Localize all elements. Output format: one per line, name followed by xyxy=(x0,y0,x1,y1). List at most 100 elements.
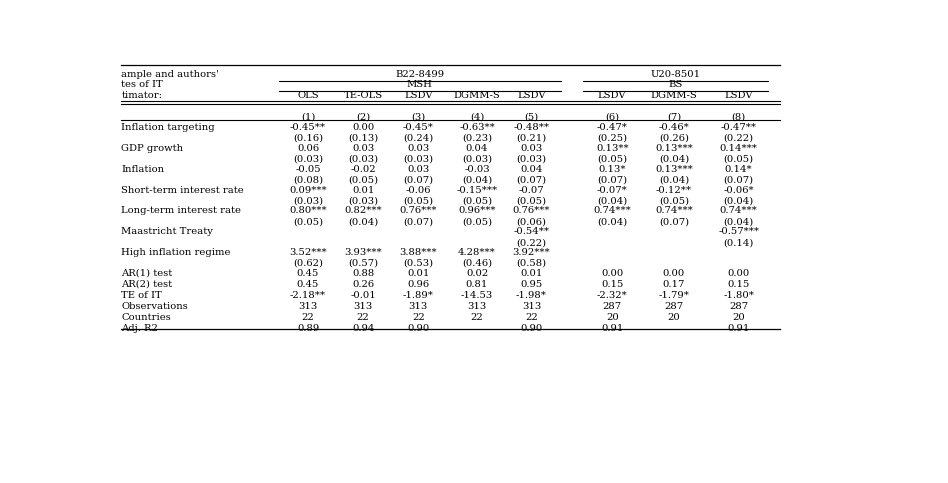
Text: -0.54**: -0.54** xyxy=(514,227,550,236)
Text: Observations: Observations xyxy=(121,302,189,311)
Text: BS: BS xyxy=(668,80,683,89)
Text: (0.03): (0.03) xyxy=(403,155,433,164)
Text: (0.04): (0.04) xyxy=(597,197,628,205)
Text: (0.57): (0.57) xyxy=(348,259,378,268)
Text: -2.18**: -2.18** xyxy=(290,291,326,300)
Text: Maastricht Treaty: Maastricht Treaty xyxy=(121,227,213,236)
Text: -0.15***: -0.15*** xyxy=(457,185,498,195)
Text: (0.03): (0.03) xyxy=(348,155,378,164)
Text: Inflation: Inflation xyxy=(121,165,165,174)
Text: -0.05: -0.05 xyxy=(295,165,320,174)
Text: (0.53): (0.53) xyxy=(403,259,433,268)
Text: 0.80***: 0.80*** xyxy=(289,206,327,215)
Text: (0.62): (0.62) xyxy=(293,259,323,268)
Text: (0.23): (0.23) xyxy=(462,134,492,143)
Text: 4.28***: 4.28*** xyxy=(458,248,496,257)
Text: 0.01: 0.01 xyxy=(407,269,429,278)
Text: (0.05): (0.05) xyxy=(293,217,323,227)
Text: 22: 22 xyxy=(301,313,315,322)
Text: 0.13***: 0.13*** xyxy=(655,165,693,174)
Text: 313: 313 xyxy=(409,302,428,311)
Text: 0.14*: 0.14* xyxy=(725,165,753,174)
Text: 20: 20 xyxy=(732,313,745,322)
Text: (6): (6) xyxy=(605,113,619,122)
Text: (0.06): (0.06) xyxy=(517,217,546,227)
Text: (0.03): (0.03) xyxy=(293,155,323,164)
Text: 0.96: 0.96 xyxy=(408,280,429,289)
Text: -0.07: -0.07 xyxy=(519,185,544,195)
Text: -1.79*: -1.79* xyxy=(659,291,689,300)
Text: 313: 313 xyxy=(467,302,486,311)
Text: (0.05): (0.05) xyxy=(517,197,546,205)
Text: 0.15: 0.15 xyxy=(727,280,750,289)
Text: (0.07): (0.07) xyxy=(517,176,546,185)
Text: 0.82***: 0.82*** xyxy=(344,206,382,215)
Text: 3.93***: 3.93*** xyxy=(344,248,382,257)
Text: (0.04): (0.04) xyxy=(659,176,689,185)
Text: (0.04): (0.04) xyxy=(462,176,492,185)
Text: 0.90: 0.90 xyxy=(520,324,542,333)
Text: -0.01: -0.01 xyxy=(350,291,376,300)
Text: (0.46): (0.46) xyxy=(462,259,492,268)
Text: (0.05): (0.05) xyxy=(659,197,689,205)
Text: (0.05): (0.05) xyxy=(462,197,492,205)
Text: 0.09***: 0.09*** xyxy=(289,185,327,195)
Text: Short-term interest rate: Short-term interest rate xyxy=(121,185,245,195)
Text: 0.03: 0.03 xyxy=(407,165,429,174)
Text: 0.13***: 0.13*** xyxy=(655,144,693,153)
Text: 0.89: 0.89 xyxy=(297,324,319,333)
Text: -0.46*: -0.46* xyxy=(659,123,689,132)
Text: (0.05): (0.05) xyxy=(723,155,754,164)
Text: DGMM-S: DGMM-S xyxy=(650,91,698,100)
Text: (0.07): (0.07) xyxy=(659,217,689,227)
Text: 0.00: 0.00 xyxy=(727,269,750,278)
Text: (0.08): (0.08) xyxy=(293,176,323,185)
Text: (0.05): (0.05) xyxy=(348,176,378,185)
Text: (0.04): (0.04) xyxy=(348,217,378,227)
Text: -0.12**: -0.12** xyxy=(656,185,692,195)
Text: (0.05): (0.05) xyxy=(403,197,433,205)
Text: Long-term interest rate: Long-term interest rate xyxy=(121,206,242,215)
Text: (0.24): (0.24) xyxy=(403,134,433,143)
Text: 0.00: 0.00 xyxy=(601,269,624,278)
Text: 0.95: 0.95 xyxy=(520,280,542,289)
Text: -0.47*: -0.47* xyxy=(597,123,628,132)
Text: Countries: Countries xyxy=(121,313,172,322)
Text: LSDV: LSDV xyxy=(404,91,432,100)
Text: (0.07): (0.07) xyxy=(723,176,754,185)
Text: TE-OLS: TE-OLS xyxy=(343,91,383,100)
Text: 0.04: 0.04 xyxy=(520,165,542,174)
Text: -0.57***: -0.57*** xyxy=(718,227,759,236)
Text: U20-8501: U20-8501 xyxy=(650,70,701,79)
Text: (0.07): (0.07) xyxy=(597,176,628,185)
Text: (3): (3) xyxy=(411,113,426,122)
Text: AR(2) test: AR(2) test xyxy=(121,280,173,289)
Text: 0.01: 0.01 xyxy=(352,185,374,195)
Text: tes of IT: tes of IT xyxy=(121,80,163,89)
Text: 0.03: 0.03 xyxy=(520,144,542,153)
Text: -0.02: -0.02 xyxy=(351,165,376,174)
Text: (0.04): (0.04) xyxy=(597,217,628,227)
Text: 0.15: 0.15 xyxy=(601,280,624,289)
Text: -0.63**: -0.63** xyxy=(459,123,495,132)
Text: timator:: timator: xyxy=(121,91,162,100)
Text: (0.03): (0.03) xyxy=(293,197,323,205)
Text: 0.13*: 0.13* xyxy=(598,165,626,174)
Text: -1.80*: -1.80* xyxy=(723,291,754,300)
Text: Inflation targeting: Inflation targeting xyxy=(121,123,215,132)
Text: 3.88***: 3.88*** xyxy=(399,248,437,257)
Text: 287: 287 xyxy=(665,302,684,311)
Text: 0.00: 0.00 xyxy=(663,269,685,278)
Text: 20: 20 xyxy=(606,313,619,322)
Text: High inflation regime: High inflation regime xyxy=(121,248,231,257)
Text: 0.17: 0.17 xyxy=(663,280,685,289)
Text: 0.96***: 0.96*** xyxy=(458,206,496,215)
Text: LSDV: LSDV xyxy=(517,91,546,100)
Text: 0.06: 0.06 xyxy=(297,144,319,153)
Text: AR(1) test: AR(1) test xyxy=(121,269,173,278)
Text: (0.05): (0.05) xyxy=(462,217,492,227)
Text: (8): (8) xyxy=(732,113,746,122)
Text: -0.45*: -0.45* xyxy=(403,123,433,132)
Text: 0.74***: 0.74*** xyxy=(720,206,757,215)
Text: (7): (7) xyxy=(666,113,681,122)
